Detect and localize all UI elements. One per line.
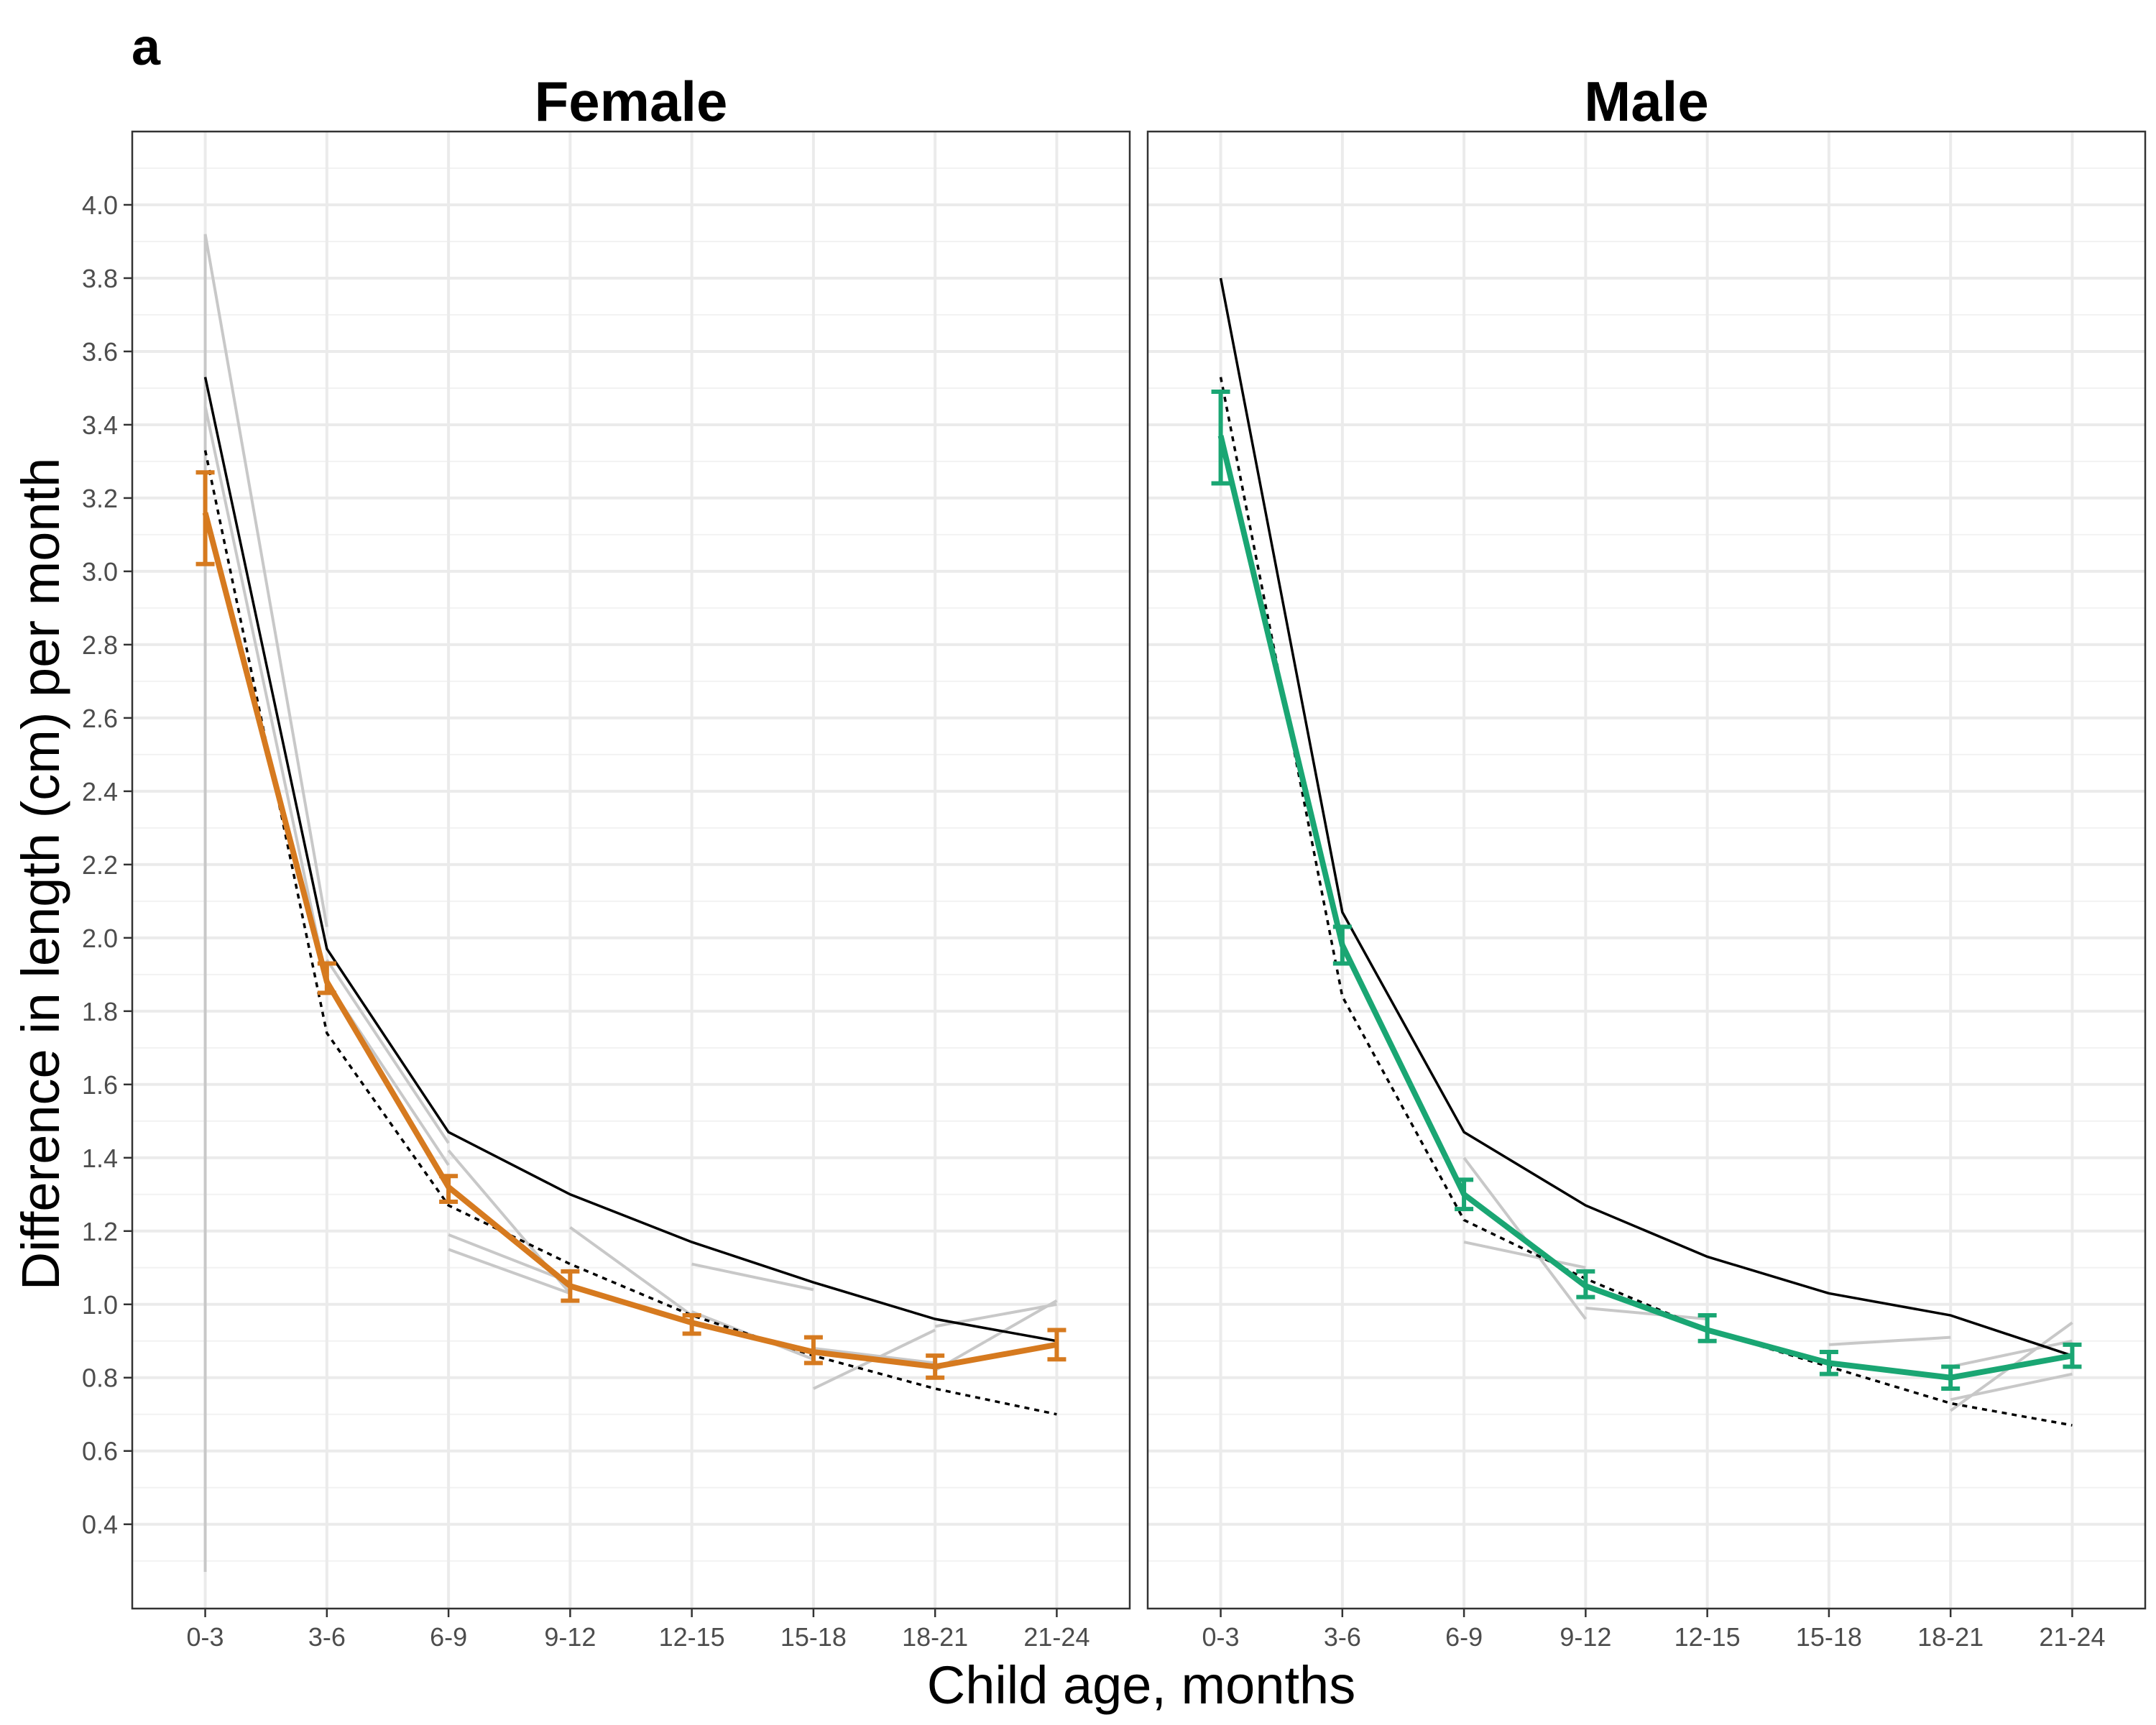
y-tick-label: 1.6: [82, 1070, 118, 1100]
y-tick-label: 3.2: [82, 484, 118, 513]
study-line: [813, 1346, 936, 1365]
x-tick-label: 6-9: [430, 1622, 467, 1652]
study-line: [1463, 1241, 1586, 1269]
error-bar: [1455, 1177, 1474, 1212]
study-line: [448, 1248, 571, 1295]
study-line: [203, 234, 328, 927]
y-tick-label: 3.0: [82, 557, 118, 586]
study-line: [1585, 1306, 1708, 1321]
y-tick-label: 1.0: [82, 1290, 118, 1320]
panel-female: Female 0-3 3-6 6-9 9-12 12-15 15-18 18-21 21-24 0…: [82, 70, 1131, 1652]
y-tick-label: 3.6: [82, 337, 118, 367]
study-line: [691, 1262, 814, 1292]
x-tick-label: 3-6: [308, 1622, 346, 1652]
x-axis-title: Child age, months: [927, 1655, 1355, 1715]
x-tick-label: 12-15: [659, 1622, 725, 1652]
y-tick-label: 2.6: [82, 704, 118, 733]
y-tick-label: 0.4: [82, 1510, 118, 1540]
study-line: [1828, 1335, 1951, 1346]
x-tick-label: 21-24: [2039, 1622, 2105, 1652]
study-line: [1950, 1339, 2073, 1368]
facet-panels: Female 0-3 3-6 6-9 9-12 12-15 15-18 18-21 21-24 0…: [82, 70, 2147, 1652]
error-bar: [1211, 390, 1230, 486]
study-line: [934, 1299, 1058, 1372]
error-bar: [1576, 1269, 1595, 1300]
y-tick-label: 4.0: [82, 190, 118, 220]
error-bar: [1941, 1364, 1961, 1392]
error-bar: [439, 1174, 459, 1204]
y-tick-label: 2.0: [82, 924, 118, 953]
y-tick-label: 0.8: [82, 1363, 118, 1393]
y-tick-label: 2.4: [82, 777, 118, 806]
reference-solid-line: [203, 377, 1057, 1343]
x-tick-label: 18-21: [1917, 1622, 1984, 1652]
x-tick-label: 0-3: [1202, 1622, 1240, 1652]
reference-dotted-line: [203, 450, 1057, 1416]
error-bar: [561, 1269, 580, 1303]
y-tick-label: 2.8: [82, 630, 118, 660]
x-tick-label: 15-18: [780, 1622, 847, 1652]
x-tick-label: 9-12: [1560, 1622, 1611, 1652]
facet-title: Female: [535, 70, 728, 133]
y-tick-label: 0.6: [82, 1437, 118, 1466]
y-tick-label: 1.8: [82, 997, 118, 1026]
y-tick-label: 3.8: [82, 264, 118, 293]
error-bar: [682, 1313, 701, 1336]
error-bar: [803, 1335, 823, 1366]
y-axis-title: Difference in length (cm) per month: [11, 458, 70, 1291]
error-bar: [1332, 924, 1352, 966]
x-tick-label: 3-6: [1324, 1622, 1361, 1652]
facet-title: Male: [1584, 70, 1708, 133]
panel-label: a: [132, 19, 161, 76]
reference-solid-line: [1219, 277, 2073, 1357]
x-tick-label: 21-24: [1023, 1622, 1089, 1652]
error-bar: [1819, 1350, 1838, 1376]
panel-border: [1146, 130, 2147, 1610]
x-tick-label: 18-21: [902, 1622, 968, 1652]
error-bar: [195, 470, 215, 566]
error-bar: [2063, 1342, 2082, 1369]
reference-dotted-line: [1219, 377, 2073, 1427]
x-tick-label: 6-9: [1445, 1622, 1483, 1652]
panel-male: Male 0-3 3-6 6-9 9-12 12-15 15-18 18-21 21-24: [1146, 70, 2147, 1652]
study-line: [203, 406, 328, 983]
y-tick-label: 3.4: [82, 410, 118, 440]
panel-border: [131, 130, 1131, 1610]
study-line: [1950, 1372, 2073, 1402]
error-bar: [1697, 1313, 1717, 1343]
study-line: [326, 959, 450, 1144]
y-tick-label: 1.4: [82, 1144, 118, 1173]
y-tick-label: 1.2: [82, 1217, 118, 1246]
y-tick-label: 2.2: [82, 850, 118, 880]
error-bar: [1047, 1328, 1067, 1362]
x-tick-label: 15-18: [1796, 1622, 1862, 1652]
study-line: [569, 1226, 693, 1317]
x-tick-label: 9-12: [544, 1622, 596, 1652]
main-series-line: [202, 512, 1058, 1370]
x-tick-label: 0-3: [187, 1622, 224, 1652]
study-line: [448, 1233, 571, 1284]
error-bar: [317, 961, 336, 995]
error-bar: [926, 1353, 945, 1380]
x-tick-label: 12-15: [1674, 1622, 1741, 1652]
main-series-line: [1217, 435, 2073, 1381]
